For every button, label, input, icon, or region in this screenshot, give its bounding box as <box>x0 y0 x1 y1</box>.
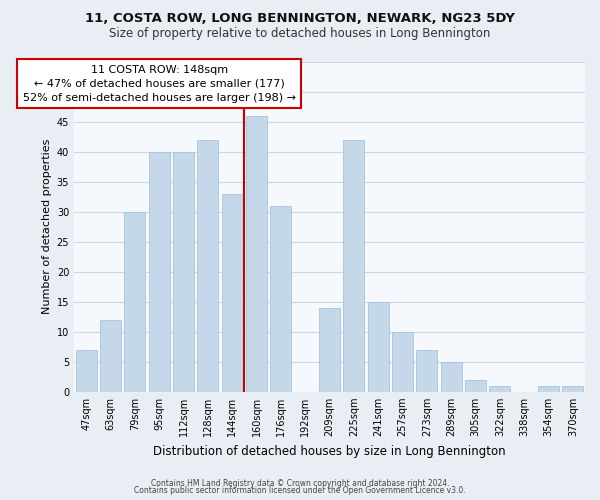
Bar <box>562 386 583 392</box>
Bar <box>343 140 364 392</box>
Y-axis label: Number of detached properties: Number of detached properties <box>43 139 52 314</box>
Bar <box>100 320 121 392</box>
Text: 11, COSTA ROW, LONG BENNINGTON, NEWARK, NG23 5DY: 11, COSTA ROW, LONG BENNINGTON, NEWARK, … <box>85 12 515 26</box>
Bar <box>368 302 389 392</box>
Bar <box>222 194 242 392</box>
Bar <box>319 308 340 392</box>
Bar <box>392 332 413 392</box>
Bar <box>490 386 510 392</box>
Text: Size of property relative to detached houses in Long Bennington: Size of property relative to detached ho… <box>109 28 491 40</box>
Bar <box>271 206 291 392</box>
Bar <box>441 362 461 392</box>
Bar <box>197 140 218 392</box>
Bar <box>149 152 170 392</box>
Bar <box>465 380 486 392</box>
X-axis label: Distribution of detached houses by size in Long Bennington: Distribution of detached houses by size … <box>153 444 506 458</box>
Text: 11 COSTA ROW: 148sqm
← 47% of detached houses are smaller (177)
52% of semi-deta: 11 COSTA ROW: 148sqm ← 47% of detached h… <box>23 64 296 102</box>
Bar <box>124 212 145 392</box>
Bar <box>173 152 194 392</box>
Bar <box>416 350 437 392</box>
Bar <box>246 116 267 392</box>
Bar <box>76 350 97 392</box>
Text: Contains public sector information licensed under the Open Government Licence v3: Contains public sector information licen… <box>134 486 466 495</box>
Bar <box>538 386 559 392</box>
Text: Contains HM Land Registry data © Crown copyright and database right 2024.: Contains HM Land Registry data © Crown c… <box>151 478 449 488</box>
